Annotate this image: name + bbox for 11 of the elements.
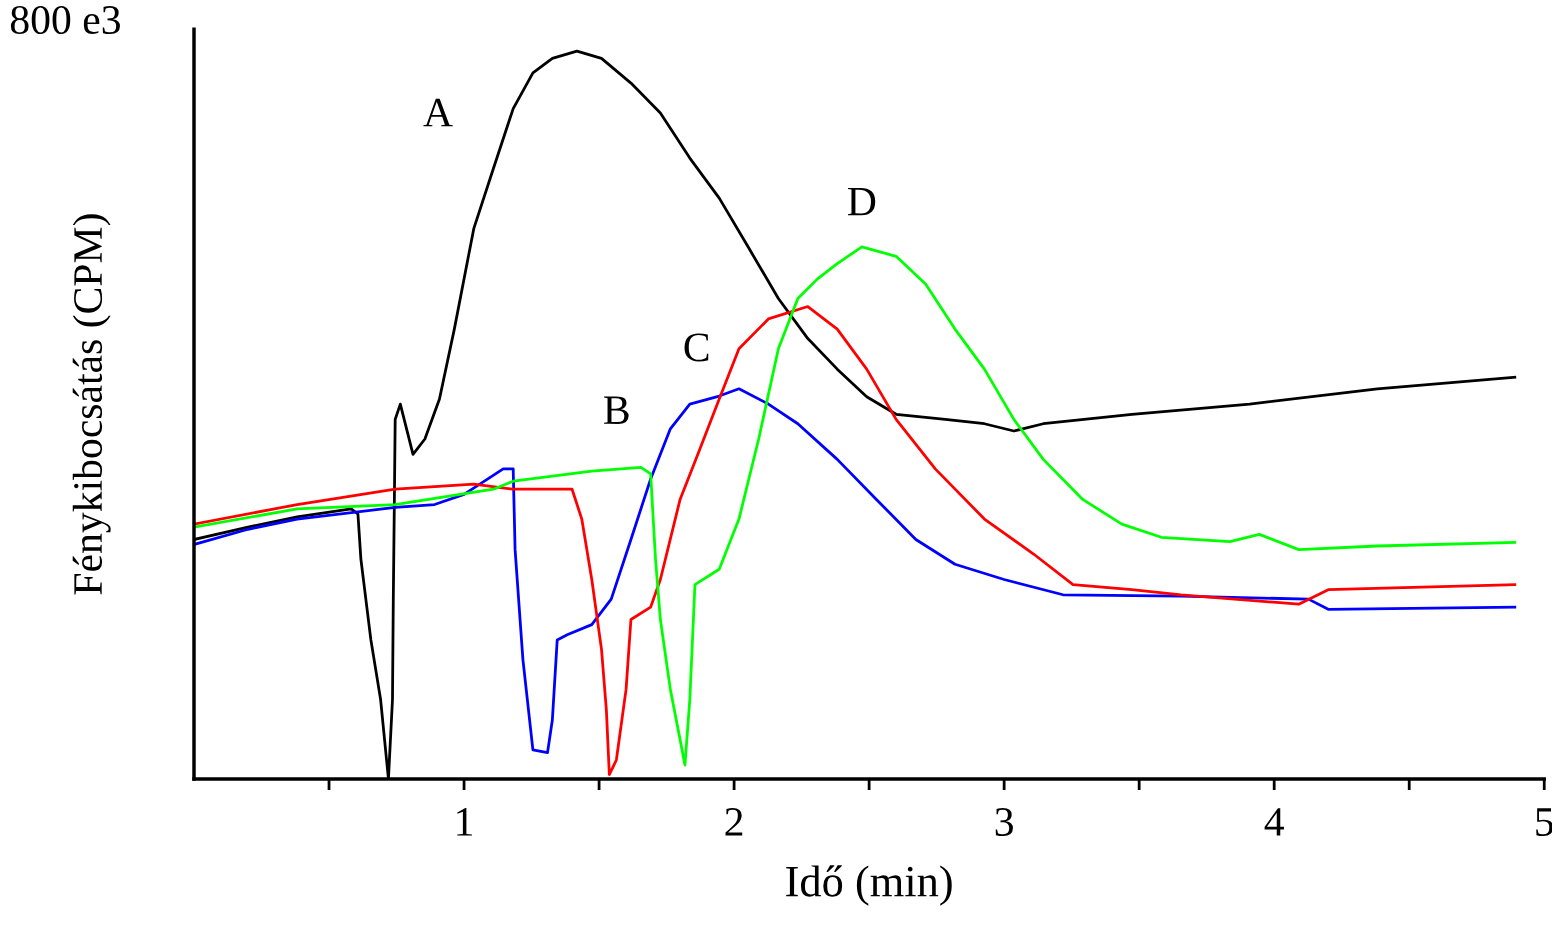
series-label: B [604,396,629,424]
series-label: C [684,333,709,362]
series-label: D [847,187,876,216]
series-label: A [423,98,453,127]
x-tick-label: 3 [995,808,1013,837]
x-tick-label: 1 [457,808,472,836]
x-tick-label: 2 [725,808,743,836]
x-tick-label: 4 [1264,808,1284,836]
text: 800 e3 [10,5,120,35]
y-axis-title: Fénykibocsátás (CPM) [72,214,111,595]
x-axis-title: Idő (min) [786,865,952,906]
